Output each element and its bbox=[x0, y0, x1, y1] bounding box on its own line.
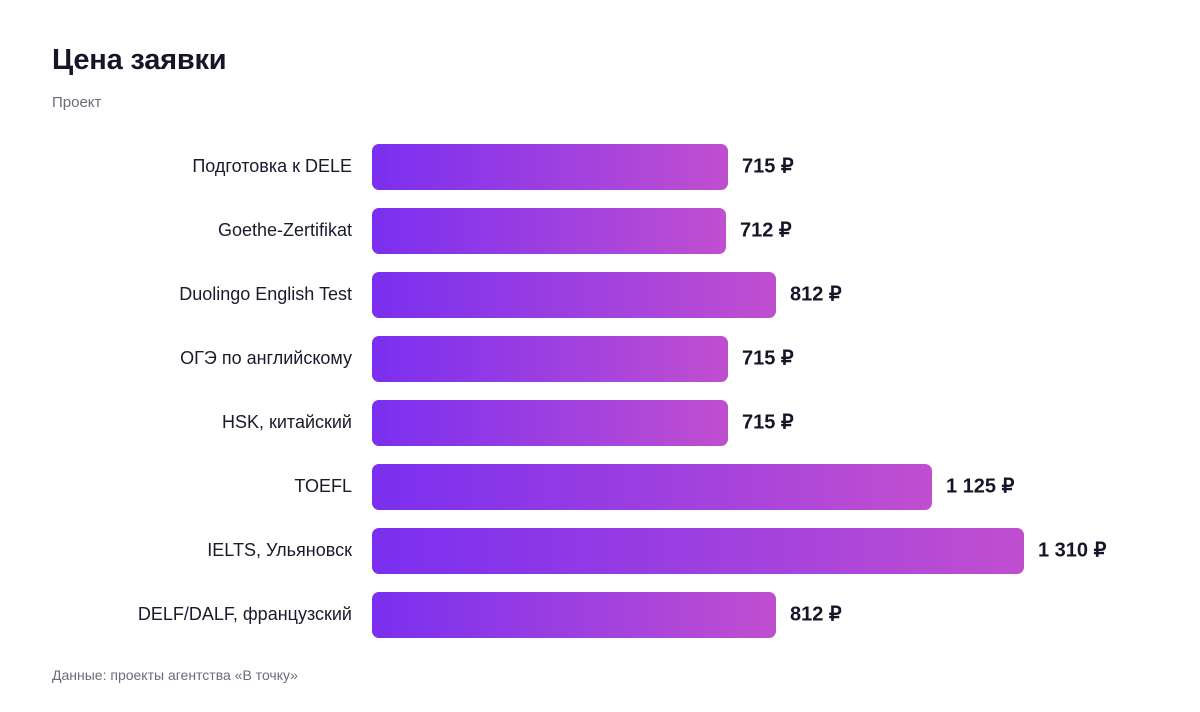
bar-row: ОГЭ по английскому 715 ₽ bbox=[180, 336, 794, 382]
category-label: ОГЭ по английскому bbox=[180, 348, 352, 368]
bar-row: IELTS, Ульяновск 1 310 ₽ bbox=[207, 528, 1106, 574]
value-label: 1 125 ₽ bbox=[946, 475, 1015, 497]
value-label: 715 ₽ bbox=[742, 411, 794, 433]
bar-row: Goethe-Zertifikat 712 ₽ bbox=[218, 208, 792, 254]
bar-row: Подготовка к DELE 715 ₽ bbox=[192, 144, 794, 190]
value-label: 1 310 ₽ bbox=[1038, 539, 1107, 561]
value-label: 812 ₽ bbox=[790, 603, 842, 625]
category-label: IELTS, Ульяновск bbox=[207, 540, 352, 560]
category-label: Подготовка к DELE bbox=[192, 156, 352, 176]
bar-row: DELF/DALF, французский 812 ₽ bbox=[138, 592, 842, 638]
bar bbox=[372, 528, 1024, 574]
category-label: Goethe-Zertifikat bbox=[218, 220, 352, 240]
bar-row: Duolingo English Test 812 ₽ bbox=[179, 272, 842, 318]
bar bbox=[372, 272, 776, 318]
source-note: Данные: проекты агентства «В точку» bbox=[52, 667, 298, 683]
bar bbox=[372, 400, 728, 446]
bar bbox=[372, 336, 728, 382]
value-label: 715 ₽ bbox=[742, 347, 794, 369]
category-label: DELF/DALF, французский bbox=[138, 604, 352, 624]
bar bbox=[372, 144, 728, 190]
bars-group: Подготовка к DELE 715 ₽ Goethe-Zertifikat 7… bbox=[138, 144, 1107, 638]
bar bbox=[372, 592, 776, 638]
bar bbox=[372, 208, 726, 254]
category-label: HSK, китайский bbox=[222, 412, 352, 432]
value-label: 812 ₽ bbox=[790, 283, 842, 305]
category-label: Duolingo English Test bbox=[179, 284, 352, 304]
category-label: TOEFL bbox=[294, 476, 352, 496]
value-label: 715 ₽ bbox=[742, 155, 794, 177]
value-label: 712 ₽ bbox=[740, 219, 792, 241]
bar-row: TOEFL 1 125 ₽ bbox=[294, 464, 1014, 510]
bar-row: HSK, китайский 715 ₽ bbox=[222, 400, 794, 446]
bar bbox=[372, 464, 932, 510]
